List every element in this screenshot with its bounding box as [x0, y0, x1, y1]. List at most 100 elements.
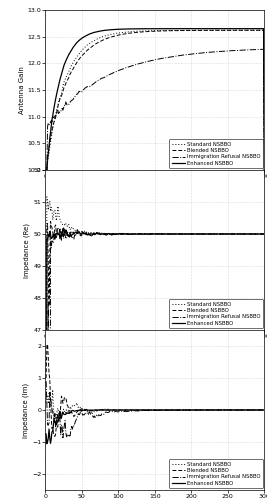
Standard NSBBO	[51, 386, 54, 392]
Text: (b) Resistive Antenna Impedance: (b) Resistive Antenna Impedance	[103, 377, 207, 382]
Legend: Standard NSBBO, Blended NSBBO, Immigration Refusal NSBBO, Enhanced NSBBO: Standard NSBBO, Blended NSBBO, Immigrati…	[169, 299, 263, 328]
Standard NSBBO	[242, 28, 245, 34]
Standard NSBBO	[45, 399, 48, 405]
Blended NSBBO	[229, 231, 232, 237]
Line: Enhanced NSBBO: Enhanced NSBBO	[46, 228, 264, 500]
Standard NSBBO	[229, 231, 232, 237]
Immigration Refusal NSBBO	[45, 167, 48, 173]
Blended NSBBO	[229, 28, 232, 34]
Standard NSBBO	[45, 167, 48, 173]
Standard NSBBO	[244, 407, 247, 413]
Blended NSBBO	[175, 231, 178, 237]
Blended NSBBO	[49, 218, 52, 224]
Standard NSBBO	[263, 167, 266, 173]
Standard NSBBO	[45, 167, 48, 173]
Blended NSBBO	[45, 167, 48, 173]
Enhanced NSBBO	[175, 407, 178, 413]
Line: Enhanced NSBBO: Enhanced NSBBO	[46, 410, 264, 444]
Blended NSBBO	[243, 231, 246, 237]
Enhanced NSBBO	[175, 231, 178, 237]
Enhanced NSBBO	[244, 407, 247, 413]
Enhanced NSBBO	[242, 26, 245, 32]
Line: Blended NSBBO: Blended NSBBO	[46, 344, 264, 436]
Legend: Standard NSBBO, Blended NSBBO, Immigration Refusal NSBBO, Enhanced NSBBO: Standard NSBBO, Blended NSBBO, Immigrati…	[169, 139, 263, 168]
Enhanced NSBBO	[229, 231, 232, 237]
Blended NSBBO	[179, 407, 183, 413]
Immigration Refusal NSBBO	[45, 399, 48, 405]
Immigration Refusal NSBBO	[178, 52, 181, 59]
Blended NSBBO	[176, 407, 179, 413]
Standard NSBBO	[174, 28, 178, 34]
Blended NSBBO	[175, 407, 178, 413]
Blended NSBBO	[45, 167, 48, 173]
Immigration Refusal NSBBO	[230, 231, 233, 237]
Blended NSBBO	[244, 407, 247, 413]
Standard NSBBO	[243, 231, 246, 237]
Blended NSBBO	[45, 343, 48, 349]
Immigration Refusal NSBBO	[175, 231, 178, 237]
Immigration Refusal NSBBO	[244, 231, 247, 237]
Enhanced NSBBO	[263, 167, 266, 173]
Line: Immigration Refusal NSBBO: Immigration Refusal NSBBO	[46, 50, 264, 170]
Immigration Refusal NSBBO	[45, 378, 48, 384]
Enhanced NSBBO	[46, 438, 49, 444]
Immigration Refusal NSBBO	[229, 48, 232, 54]
Enhanced NSBBO	[98, 407, 101, 413]
Enhanced NSBBO	[243, 231, 246, 237]
Immigration Refusal NSBBO	[179, 231, 183, 237]
Enhanced NSBBO	[176, 407, 179, 413]
Blended NSBBO	[262, 28, 265, 34]
Immigration Refusal NSBBO	[174, 53, 178, 59]
Blended NSBBO	[174, 28, 177, 34]
Standard NSBBO	[229, 28, 232, 34]
Immigration Refusal NSBBO	[262, 46, 265, 52]
Y-axis label: Impedance (Im): Impedance (Im)	[23, 382, 29, 438]
Immigration Refusal NSBBO	[174, 53, 177, 59]
Blended NSBBO	[46, 341, 49, 347]
Enhanced NSBBO	[263, 231, 266, 237]
Line: Standard NSBBO: Standard NSBBO	[46, 30, 264, 170]
Standard NSBBO	[176, 407, 179, 413]
Standard NSBBO	[175, 407, 178, 413]
Enhanced NSBBO	[174, 231, 178, 237]
Enhanced NSBBO	[179, 231, 182, 237]
Blended NSBBO	[263, 167, 266, 173]
Line: Blended NSBBO: Blended NSBBO	[46, 222, 264, 500]
Line: Standard NSBBO: Standard NSBBO	[46, 197, 264, 500]
X-axis label: Iterations: Iterations	[134, 180, 176, 190]
Blended NSBBO	[178, 28, 181, 34]
Enhanced NSBBO	[45, 431, 48, 437]
Standard NSBBO	[175, 231, 178, 237]
Standard NSBBO	[174, 28, 177, 34]
Legend: Standard NSBBO, Blended NSBBO, Immigration Refusal NSBBO, Enhanced NSBBO: Standard NSBBO, Blended NSBBO, Immigrati…	[169, 459, 263, 488]
Enhanced NSBBO	[45, 440, 48, 446]
Blended NSBBO	[179, 231, 182, 237]
Standard NSBBO	[174, 231, 178, 237]
Enhanced NSBBO	[62, 225, 65, 231]
Y-axis label: Impedance (Re): Impedance (Re)	[24, 222, 30, 278]
Enhanced NSBBO	[230, 407, 233, 413]
Immigration Refusal NSBBO	[176, 231, 179, 237]
Standard NSBBO	[230, 407, 233, 413]
Standard NSBBO	[55, 418, 58, 424]
Standard NSBBO	[263, 231, 266, 237]
Immigration Refusal NSBBO	[45, 167, 48, 173]
Text: (a) Antenna Gain Convergence: (a) Antenna Gain Convergence	[106, 217, 204, 222]
Enhanced NSBBO	[263, 407, 266, 413]
Line: Blended NSBBO: Blended NSBBO	[46, 30, 264, 170]
Blended NSBBO	[174, 231, 178, 237]
Standard NSBBO	[45, 392, 48, 398]
Blended NSBBO	[45, 375, 48, 381]
Standard NSBBO	[45, 194, 48, 200]
Immigration Refusal NSBBO	[61, 435, 65, 441]
Enhanced NSBBO	[174, 26, 178, 32]
Blended NSBBO	[45, 224, 48, 230]
Enhanced NSBBO	[174, 26, 177, 32]
Enhanced NSBBO	[45, 236, 48, 242]
Standard NSBBO	[179, 407, 183, 413]
Blended NSBBO	[174, 28, 178, 34]
Immigration Refusal NSBBO	[263, 231, 266, 237]
Blended NSBBO	[53, 434, 57, 440]
Enhanced NSBBO	[262, 26, 265, 32]
Enhanced NSBBO	[178, 26, 181, 32]
